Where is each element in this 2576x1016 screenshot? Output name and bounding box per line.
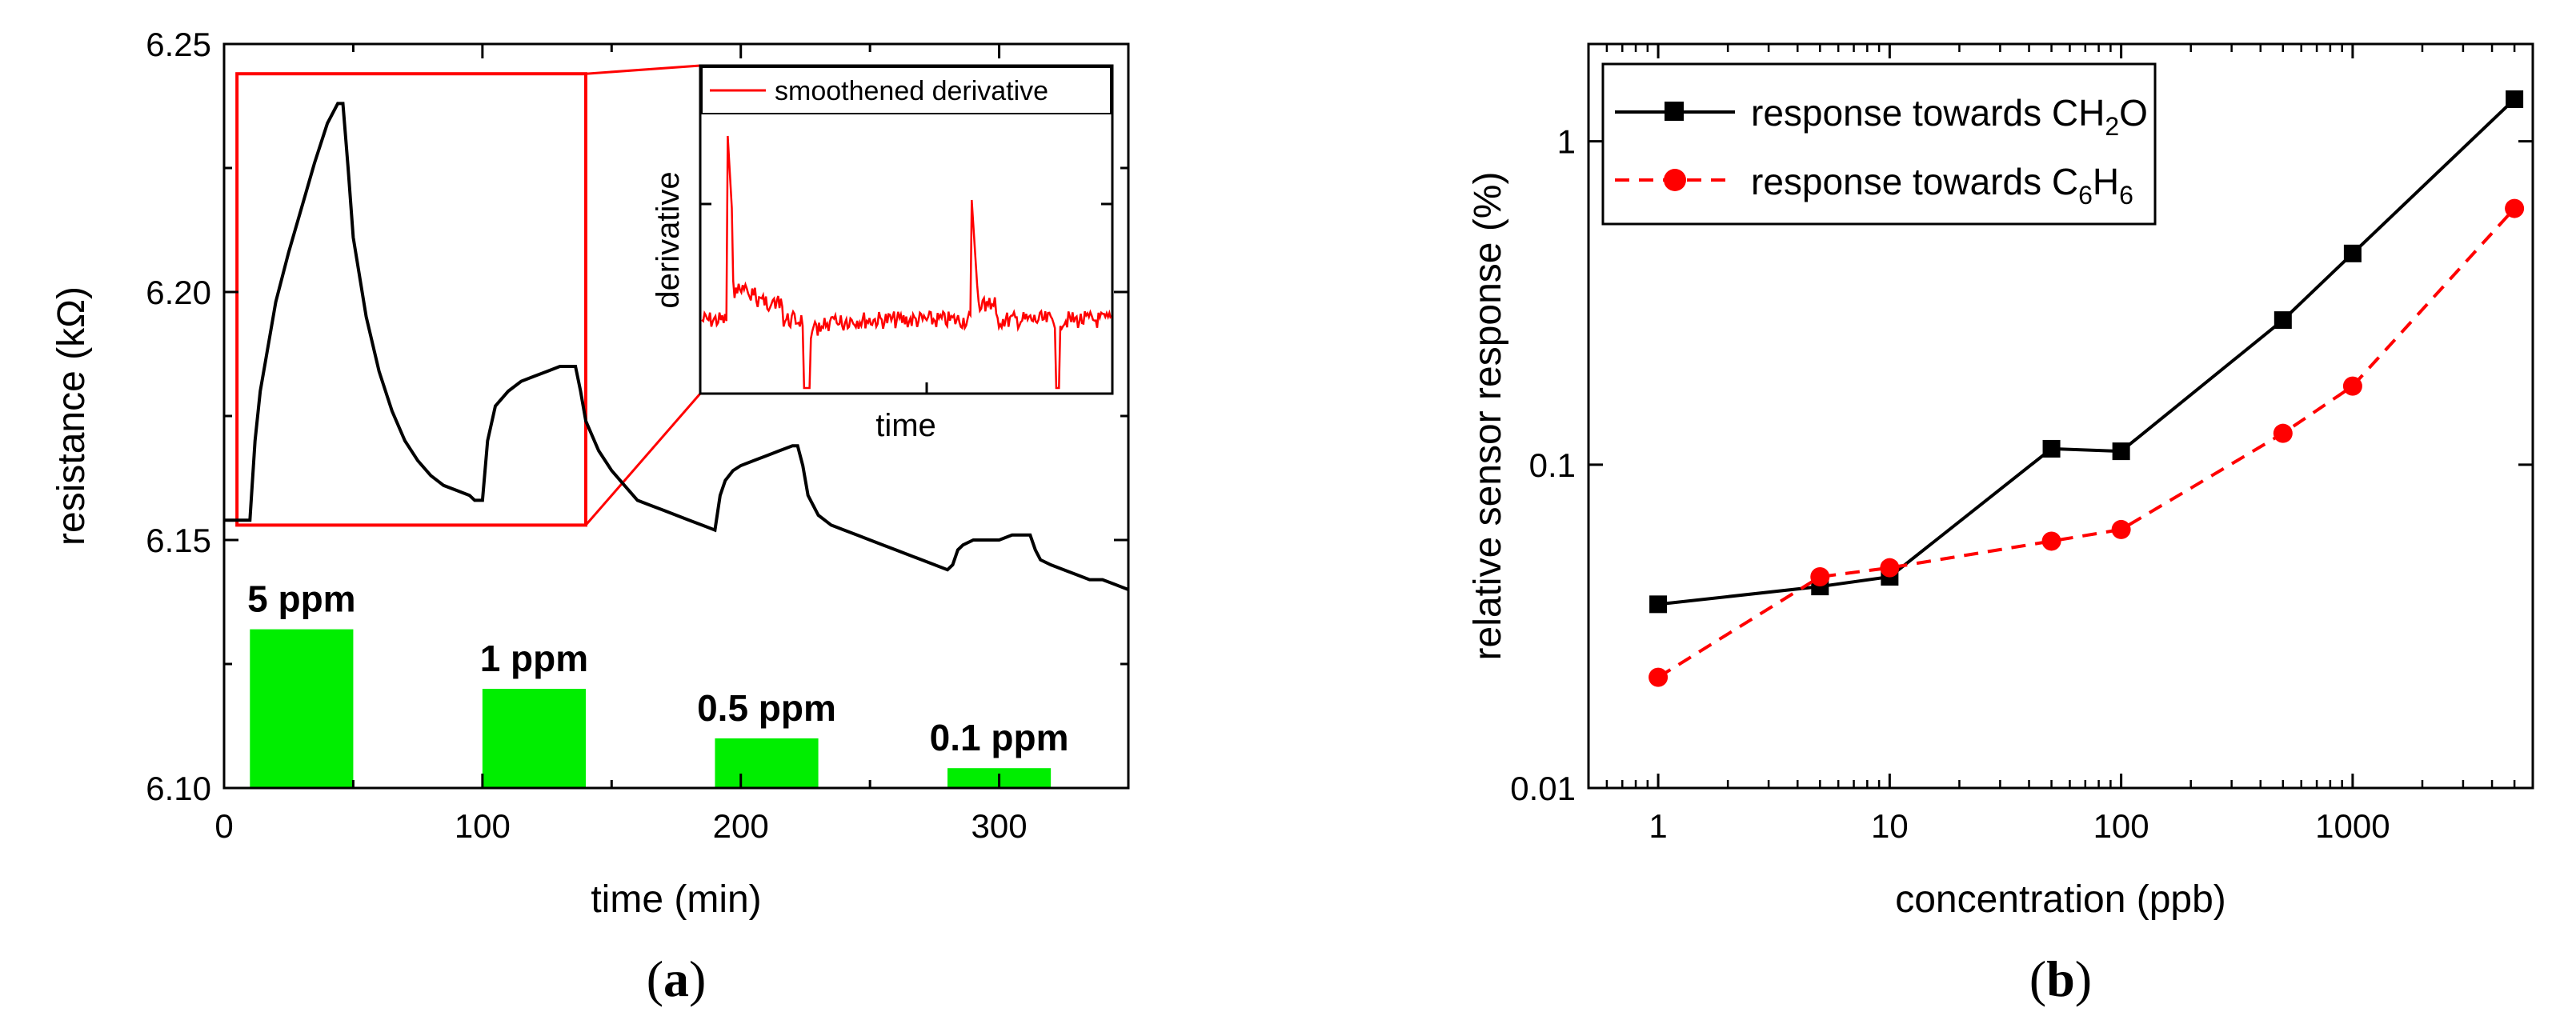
series-line-ch2o <box>1657 98 2516 606</box>
legend-marker-ch2o <box>1665 102 1684 121</box>
data-point-ch2o <box>2506 90 2524 108</box>
data-point-c6h6 <box>2342 376 2362 396</box>
data-point-ch2o <box>2112 442 2130 461</box>
exposure-pulse-bar <box>250 629 354 788</box>
inset-plot: smoothened derivative derivative time <box>651 64 1114 443</box>
data-point-ch2o <box>2343 244 2362 262</box>
x-tick-label: 0 <box>214 807 233 845</box>
y-tick-label: 6.10 <box>146 770 211 807</box>
x-tick-label: 1 <box>1649 807 1667 845</box>
y-tick-label: 6.15 <box>146 522 211 559</box>
x-axis-label-a: time (min) <box>591 878 761 921</box>
legend-b: response towards CH2O response towards C… <box>1601 62 2157 226</box>
y-tick-label: 1 <box>1557 123 1576 161</box>
y-axis-label-a: resistance (kΩ) <box>50 286 93 546</box>
y-axis-label-b: relative sensor response (%) <box>1467 172 1509 661</box>
x-axis-label-b: concentration (ppb) <box>1895 878 2226 921</box>
data-point-ch2o <box>1649 595 1668 614</box>
y-tick-label: 6.20 <box>146 274 211 311</box>
pulse-label: 0.1 ppm <box>930 717 1069 758</box>
pulse-label: 1 ppm <box>480 638 588 679</box>
data-point-c6h6 <box>2505 198 2525 218</box>
y-tick-label: 0.01 <box>1510 770 1576 807</box>
legend-box <box>1601 62 2157 226</box>
data-point-c6h6 <box>1810 566 1830 586</box>
x-tick-label: 100 <box>2093 807 2149 845</box>
zoom-highlight-box <box>235 72 587 527</box>
derivative-line <box>701 135 1112 390</box>
data-point-c6h6 <box>1649 667 1669 687</box>
zoom-connector-line <box>585 64 701 75</box>
inset-y-label: derivative <box>651 171 686 308</box>
data-point-c6h6 <box>2041 531 2061 551</box>
resistance-line <box>224 102 1129 591</box>
chart-b: 1 10 100 1000 0.01 0.1 1 concentration (ppb) r… <box>1467 42 2534 1007</box>
data-point-c6h6 <box>2273 423 2293 443</box>
pulse-label: 0.5 ppm <box>697 687 836 729</box>
legend-label-ch2o: response towards CH2O <box>1751 92 2148 141</box>
inset-frame <box>699 64 1114 395</box>
panel-label-a: (a) <box>647 950 707 1007</box>
inset-x-label: time <box>875 408 936 443</box>
x-tick-label: 10 <box>1871 807 1909 845</box>
chart-a: 5 ppm 1 ppm 0.5 ppm 0.1 ppm 0 100 200 300 6.10 6… <box>50 26 1130 1007</box>
x-tick-label: 1000 <box>2315 807 2390 845</box>
y-tick-label: 6.25 <box>146 26 211 63</box>
data-point-c6h6 <box>1880 558 1900 578</box>
zoom-connector-line <box>584 393 702 526</box>
x-tick-label: 200 <box>713 807 769 845</box>
legend-marker-c6h6 <box>1664 169 1686 191</box>
y-tick-label: 0.1 <box>1529 446 1576 484</box>
panel-label-b: (b) <box>2029 950 2092 1007</box>
data-point-ch2o <box>2042 439 2061 458</box>
legend-label-c6h6: response towards C6H6 <box>1751 161 2133 210</box>
x-tick-label: 300 <box>972 807 1028 845</box>
plot-frame-b <box>1587 42 2534 790</box>
data-point-c6h6 <box>2111 519 2131 539</box>
pulse-label: 5 ppm <box>247 578 355 620</box>
series-line-c6h6 <box>1657 207 2516 679</box>
x-tick-label: 100 <box>455 807 511 845</box>
inset-legend <box>701 66 1112 114</box>
data-point-ch2o <box>2274 311 2292 330</box>
inset-legend-label: smoothened derivative <box>775 76 1048 106</box>
exposure-pulse-bar <box>482 689 586 788</box>
exposure-pulse-bar <box>715 738 819 788</box>
